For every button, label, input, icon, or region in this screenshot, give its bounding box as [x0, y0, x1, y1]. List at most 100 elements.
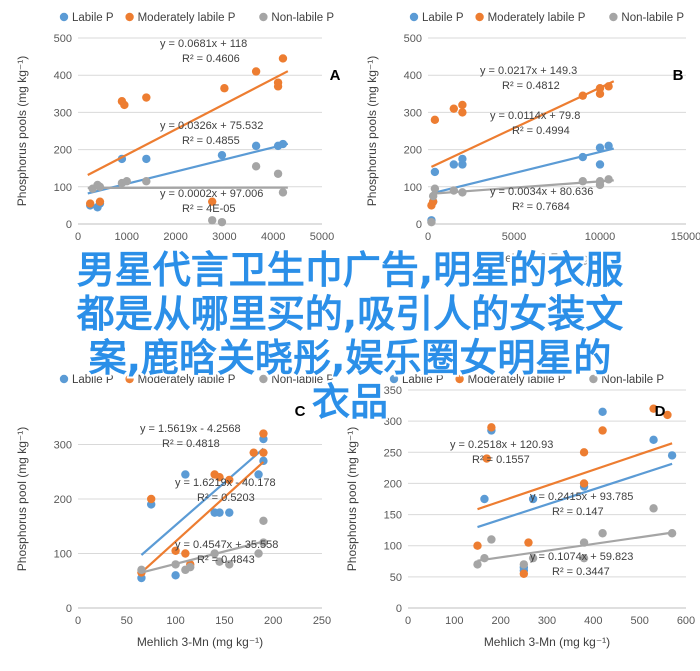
y-tick-label: 500: [54, 33, 72, 45]
x-tick-label: 0: [75, 231, 81, 243]
data-point-labile-p: [528, 494, 538, 504]
x-tick-label: 15000: [671, 231, 700, 243]
data-point-moderately-labile-p: [181, 549, 190, 558]
x-tick-label: 200: [491, 615, 509, 627]
data-point-non-labile-p: [251, 162, 261, 171]
data-point-moderately-labile-p: [251, 67, 261, 76]
data-point-labile-p: [142, 154, 151, 164]
x-tick-label: 400: [584, 615, 602, 627]
data-point-non-labile-p: [208, 216, 217, 225]
y-tick-label: 400: [54, 70, 72, 82]
data-point-labile-p: [181, 470, 190, 479]
overlay-line-1: 男星代言卫生巾广告,明星的衣服: [76, 248, 624, 292]
trend-equation: y = 0.0034x + 80.636: [490, 186, 593, 198]
data-point-labile-p: [254, 470, 263, 479]
data-point-labile-p: [649, 435, 658, 445]
data-point-labile-p: [225, 508, 234, 517]
data-point-non-labile-p: [428, 191, 438, 201]
data-point-non-labile-p: [528, 553, 538, 563]
trend-r2: R² = 0.5203: [197, 492, 255, 504]
legend-marker: [259, 374, 268, 384]
x-axis-title: Mehlich 3-Mn (mg kg⁻¹): [137, 635, 263, 649]
x-tick-label: 10000: [585, 231, 616, 243]
data-point-non-labile-p: [519, 560, 529, 569]
y-axis-title: Phosphorus pool (mg kg⁻¹): [15, 427, 29, 571]
data-point-moderately-labile-p: [220, 84, 229, 93]
y-tick-label: 150: [384, 510, 402, 522]
y-tick-label: 0: [396, 603, 402, 615]
trend-equation: y = 0.0217x + 149.3: [480, 65, 577, 77]
x-tick-label: 100: [166, 615, 184, 627]
trendline-labile-p: [477, 462, 673, 529]
y-axis-title: Phosphorus pools (mg kg⁻¹): [15, 56, 29, 206]
data-point-moderately-labile-p: [458, 100, 467, 110]
data-point-non-labile-p: [598, 529, 607, 538]
trend-equation: y = 0.0114x + 79.8: [490, 110, 580, 122]
legend-label: Labile P: [72, 12, 114, 24]
data-point-labile-p: [595, 160, 605, 169]
data-point-moderately-labile-p: [215, 473, 224, 482]
data-point-non-labile-p: [225, 560, 234, 569]
y-tick-label: 350: [384, 385, 402, 397]
data-point-moderately-labile-p: [449, 104, 458, 113]
data-point-moderately-labile-p: [430, 115, 440, 125]
y-tick-label: 0: [66, 603, 72, 615]
data-point-labile-p: [578, 152, 587, 162]
data-point-moderately-labile-p: [278, 54, 288, 63]
data-point-moderately-labile-p: [86, 199, 95, 208]
y-tick-label: 250: [384, 447, 402, 459]
y-tick-label: 200: [384, 478, 402, 490]
legend-label: Labile P: [422, 12, 464, 24]
y-tick-label: 0: [66, 219, 72, 231]
data-point-non-labile-p: [579, 538, 589, 547]
data-point-non-labile-p: [487, 535, 496, 544]
trend-r2: R² = 0.1557: [472, 454, 530, 466]
data-point-non-labile-p: [122, 177, 131, 186]
x-tick-label: 4000: [261, 231, 285, 243]
y-tick-label: 100: [404, 182, 422, 194]
x-tick-label: 0: [75, 615, 81, 627]
data-point-non-labile-p: [210, 549, 219, 558]
y-tick-label: 500: [404, 33, 422, 45]
trend-r2: R² = 0.4818: [162, 438, 220, 450]
data-point-non-labile-p: [458, 188, 467, 197]
data-point-moderately-labile-p: [519, 569, 529, 578]
overlay-line-4: 衣品: [311, 380, 388, 424]
trend-r2: R² = 0.7684: [512, 201, 570, 213]
data-point-moderately-labile-p: [579, 448, 589, 457]
data-point-moderately-labile-p: [147, 494, 156, 504]
data-point-labile-p: [251, 141, 261, 151]
legend-marker: [59, 374, 69, 384]
data-point-labile-p: [217, 150, 227, 160]
trendline-non-labile-p: [477, 531, 673, 562]
x-tick-label: 5000: [502, 231, 526, 243]
data-point-labile-p: [171, 571, 180, 580]
legend-label: Non-labile P: [271, 12, 334, 24]
data-point-moderately-labile-p: [142, 93, 151, 102]
chart-panel-c: 0 100 200 300 0 50 100 150 200 250 Mehlich 3-Mn (m…: [15, 374, 334, 649]
data-point-moderately-labile-p: [598, 426, 607, 435]
y-tick-label: 50: [390, 572, 402, 584]
data-point-non-labile-p: [473, 560, 482, 569]
legend-marker: [589, 374, 598, 384]
y-tick-label: 300: [54, 440, 72, 452]
trend-equation: y = 0.0326x + 75.532: [160, 120, 263, 132]
trend-r2: R² = 0.4606: [182, 53, 240, 65]
x-tick-label: 5000: [310, 231, 334, 243]
y-tick-label: 100: [54, 182, 72, 194]
chart-panel-d: 0 50 100 150 200 250 300 350 0 100 200 300 400 500 600…: [345, 374, 695, 649]
data-point-moderately-labile-p: [120, 100, 129, 110]
data-point-moderately-labile-p: [473, 541, 482, 550]
trendline-moderately-labile-p: [477, 442, 673, 511]
panel-letter: A: [330, 67, 341, 84]
legend-label: Moderately labile P: [138, 12, 236, 24]
y-tick-label: 300: [404, 107, 422, 119]
legend-marker: [125, 12, 134, 22]
trendline-moderately-labile-p: [87, 70, 289, 177]
trend-equation: y = 0.4547x + 35.558: [175, 539, 278, 551]
trend-r2: R² = 4E-05: [182, 203, 236, 215]
legend-label: Moderately labile P: [138, 374, 236, 386]
data-point-moderately-labile-p: [259, 448, 268, 457]
data-point-labile-p: [598, 407, 607, 416]
data-point-non-labile-p: [215, 557, 224, 566]
